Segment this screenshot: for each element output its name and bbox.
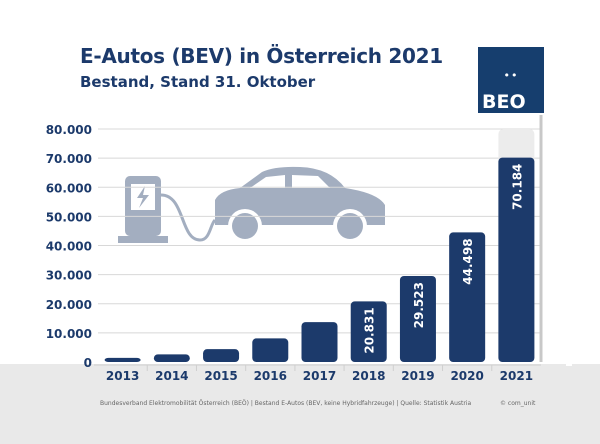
data-label: 70.184: [510, 164, 524, 210]
bar-2014: [153, 354, 190, 362]
y-tick-label: 60.000: [46, 181, 92, 195]
data-label: 29.523: [412, 282, 426, 328]
logo-dots: ••: [503, 69, 519, 82]
y-tick-label: 30.000: [46, 269, 92, 283]
ground-band: [0, 364, 600, 444]
y-tick-label: 80.000: [46, 123, 92, 137]
bar-2015: [203, 349, 240, 362]
logo-text: BEO: [482, 91, 526, 113]
car-icon: [215, 166, 385, 243]
y-tick-label: 70.000: [46, 152, 92, 166]
copyright: © com_unit: [500, 400, 536, 407]
x-tick-label: 2020: [450, 369, 483, 383]
bar-2019: [399, 276, 436, 362]
beo-logo: •• BEO: [478, 47, 544, 113]
x-tick-label: 2016: [254, 369, 287, 383]
x-tick-label: 2015: [204, 369, 237, 383]
bar-2018: [350, 301, 387, 362]
x-tick-label: 2021: [500, 369, 533, 383]
data-label: 20.831: [363, 307, 377, 353]
y-tick-label: 20.000: [46, 298, 92, 312]
x-tick-label: 2019: [401, 369, 434, 383]
bar-2021: [498, 157, 535, 362]
bar-2013: [104, 357, 141, 362]
y-tick-label: 40.000: [46, 240, 92, 254]
y-tick-label: 10.000: [46, 327, 92, 341]
x-tick-label: 2018: [352, 369, 385, 383]
bar-2020: [449, 232, 486, 362]
bar-2016: [252, 338, 289, 362]
x-tick-label: 2014: [155, 369, 188, 383]
tree-icon: [549, 313, 595, 366]
x-tick-label: 2017: [303, 369, 336, 383]
x-tick-label: 2013: [106, 369, 139, 383]
ev-charger-icon: [118, 176, 217, 243]
bar-2017: [301, 322, 338, 362]
chart-subtitle: Bestand, Stand 31. Oktober: [80, 73, 316, 91]
source-note: Bundesverband Elektromobilität Österreic…: [100, 400, 472, 407]
data-label: 44.498: [461, 238, 475, 284]
chart-title: E-Autos (BEV) in Österreich 2021: [80, 44, 443, 68]
y-tick-label: 50.000: [46, 210, 92, 224]
y-tick-label: 0: [84, 356, 92, 370]
